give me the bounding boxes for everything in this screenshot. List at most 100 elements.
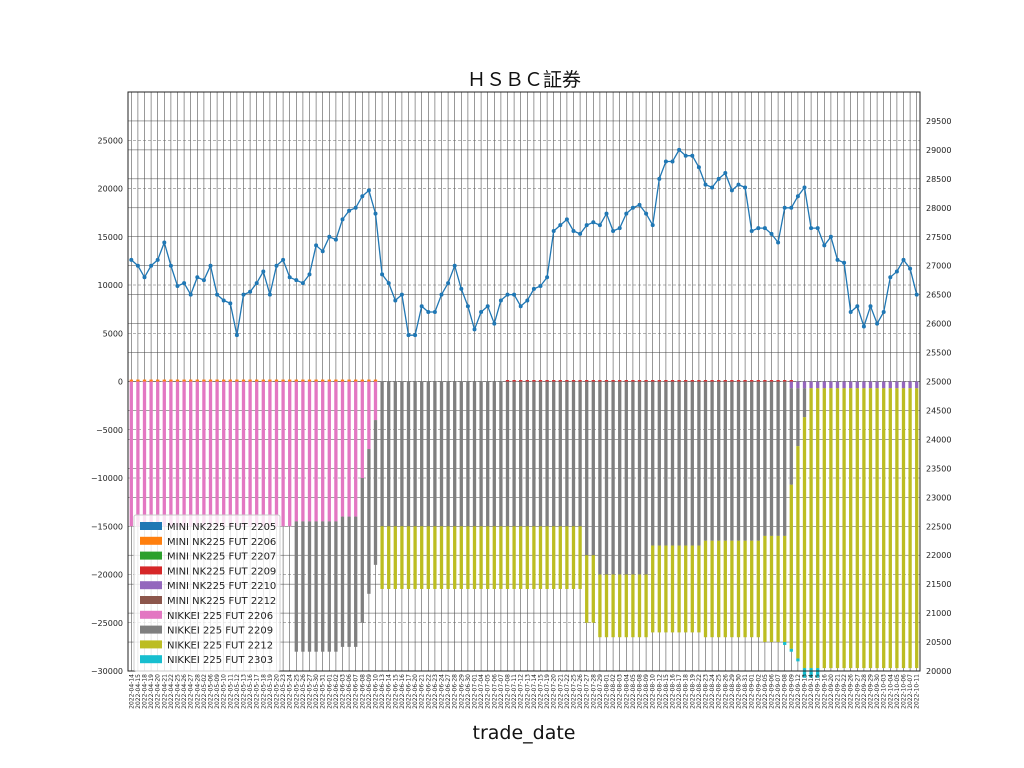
x-tick-label: 2022-05-16 [247,674,254,709]
price-point [360,194,365,199]
bar [360,379,364,382]
y2-tick-label: 27000 [926,262,951,271]
x-tick-label: 2022-06-13 [379,674,386,709]
bar [618,380,622,382]
x-tick-label: 2022-06-24 [439,674,446,709]
bar [631,380,635,382]
bar [400,526,404,589]
bar [565,381,569,527]
bar [301,521,305,652]
bar [492,381,496,527]
price-point [729,188,734,193]
bar [769,535,774,643]
bar [571,381,576,527]
bar [334,381,338,522]
legend-swatch [140,536,162,545]
bar [268,381,272,527]
bar [816,381,820,389]
bar [783,380,787,382]
x-tick-label: 2022-04-19 [148,674,155,709]
legend-swatch [140,581,162,590]
bar [505,380,510,382]
x-tick-label: 2022-07-27 [584,674,591,709]
x-tick-label: 2022-08-30 [736,674,743,709]
bar [307,521,312,652]
bar [651,545,655,633]
x-tick-label: 2022-06-10 [373,674,380,709]
bar [545,526,549,589]
bar [545,380,549,382]
bar [644,574,648,638]
bar [525,380,529,382]
bar [512,526,516,589]
bar [235,381,239,527]
bar [255,379,259,382]
x-tick-label: 2022-10-03 [881,674,888,709]
bar [789,381,793,389]
x-tick-label: 2022-10-06 [901,674,908,709]
bar [697,380,701,382]
bar [354,381,358,517]
bar [182,379,186,382]
bar [816,668,820,678]
bar [908,381,912,389]
price-point [439,292,444,297]
bar [340,516,345,647]
price-point [828,234,833,239]
bar [882,388,886,669]
x-tick-label: 2022-08-15 [663,674,670,709]
bar [802,668,807,678]
legend-label: NIKKEI 225 FUT 2206 [167,611,273,622]
price-point [749,228,754,233]
price-point [426,310,431,315]
x-tick-label: 2022-08-05 [630,674,637,709]
x-tick-label: 2022-08-10 [650,674,657,709]
x-tick-label: 2022-05-26 [300,674,307,709]
bar [703,380,708,382]
bar [657,381,661,546]
x-tick-label: 2022-06-17 [406,674,413,709]
x-tick-label: 2022-08-24 [709,674,716,709]
price-point [584,223,589,228]
bar [202,381,206,527]
price-point [267,292,272,297]
price-point [901,257,906,262]
bar [637,574,642,638]
x-tick-label: 2022-05-06 [208,674,215,709]
price-point [201,278,206,283]
price-point [175,283,180,288]
price-point [479,310,484,315]
price-point [637,202,642,207]
bar [321,381,325,522]
x-tick-label: 2022-10-04 [887,674,894,709]
bar [446,381,450,527]
x-tick-label: 2022-08-31 [742,674,749,709]
bar [314,379,318,382]
bar [532,526,536,589]
x-tick-label: 2022-09-08 [782,674,789,709]
bar [420,381,424,527]
x-tick-label: 2022-09-16 [821,674,828,709]
price-point [413,333,418,338]
bar [710,380,714,382]
price-point [406,333,411,338]
x-tick-label: 2022-09-28 [861,674,868,709]
price-point [624,211,629,216]
x-tick-label: 2022-07-07 [498,674,505,709]
bar [327,381,331,522]
price-point [182,281,187,286]
x-tick-label: 2022-07-01 [472,674,479,709]
price-point [650,223,655,228]
bar [736,381,741,541]
bar [578,381,582,527]
bar [598,574,602,638]
x-tick-label: 2022-07-06 [491,674,498,709]
bar [677,380,681,382]
x-tick-label: 2022-06-09 [366,674,373,709]
price-point [630,205,635,210]
x-tick-label: 2022-05-09 [214,674,221,709]
bar [776,381,780,536]
x-tick-label: 2022-08-25 [716,674,723,709]
price-point [591,220,596,225]
bar [136,379,140,382]
